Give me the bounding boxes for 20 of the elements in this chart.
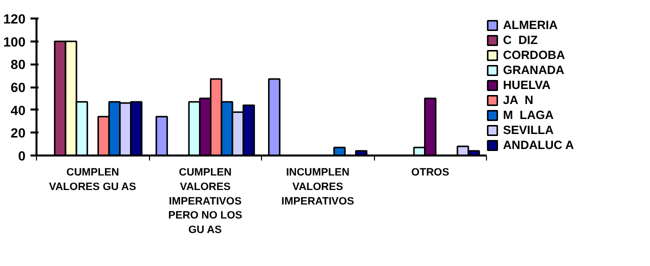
legend-label: M LAGA	[503, 108, 554, 122]
legend-label: C DIZ	[503, 33, 538, 47]
x-tick-label: CUMPLEN VALORES GU AS	[49, 166, 136, 193]
legend-label: JA N	[503, 93, 534, 107]
y-tick-label: 60	[10, 80, 26, 95]
legend-label: HUELVA	[503, 78, 551, 92]
legend-label: GRANADA	[503, 63, 564, 77]
y-tick-label: 100	[3, 34, 26, 50]
y-tick-label: 80	[10, 57, 26, 72]
x-tick-label: INCUMPLEN VALORES IMPERATIVOS	[281, 166, 354, 208]
y-tick-label: 20	[10, 126, 26, 141]
legend-label: ALMERIA	[503, 18, 558, 32]
legend-label: CORDOBA	[503, 48, 565, 62]
x-tick-label: OTROS	[411, 166, 450, 178]
legend-label: SEVILLA	[503, 123, 554, 137]
y-tick-label: 0	[18, 148, 26, 164]
legend-label: ANDALUC A	[503, 138, 574, 152]
y-tick-label: 120	[3, 12, 26, 26]
y-tick-label: 40	[10, 102, 26, 118]
x-tick-label: CUMPLEN VALORES IMPERATIVOS PERO NO LOS GU AS	[168, 166, 242, 236]
